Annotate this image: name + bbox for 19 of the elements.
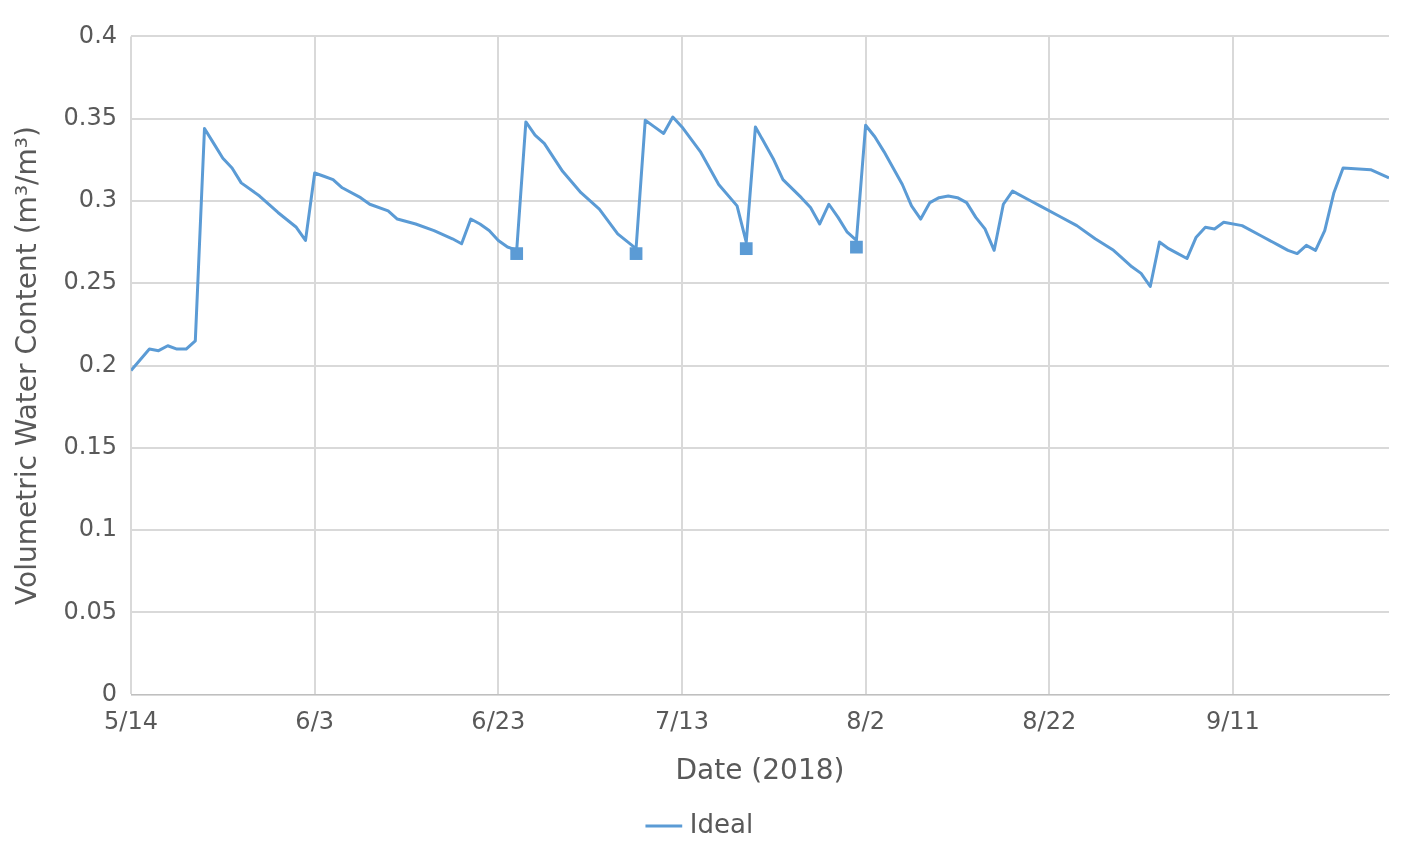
y-axis-title: Volumetric Water Content (m³/m³): [10, 126, 44, 605]
x-tick-label: 6/3: [295, 707, 334, 736]
x-axis-title: Date (2018): [675, 753, 845, 787]
legend-label: Ideal: [689, 808, 754, 839]
y-tick-label: 0.15: [63, 432, 118, 461]
x-tick-label: 8/2: [846, 707, 885, 736]
y-tick-label: 0.4: [78, 20, 118, 49]
y-tick-label: 0: [101, 678, 118, 707]
x-tick-label: 7/13: [655, 707, 709, 736]
y-tick-label: 0.05: [63, 596, 118, 625]
x-tick-label: 9/11: [1205, 707, 1260, 736]
y-tick-label: 0.35: [63, 102, 118, 131]
y-tick-label: 0.1: [78, 514, 118, 543]
x-tick-label: 8/22: [1022, 707, 1077, 736]
y-tick-label: 0.3: [78, 185, 118, 214]
x-tick-label: 5/14: [104, 707, 158, 736]
y-tick-label: 0.25: [63, 267, 118, 296]
y-tick-label: 0.2: [78, 349, 118, 378]
x-tick-label: 6/23: [471, 707, 526, 736]
